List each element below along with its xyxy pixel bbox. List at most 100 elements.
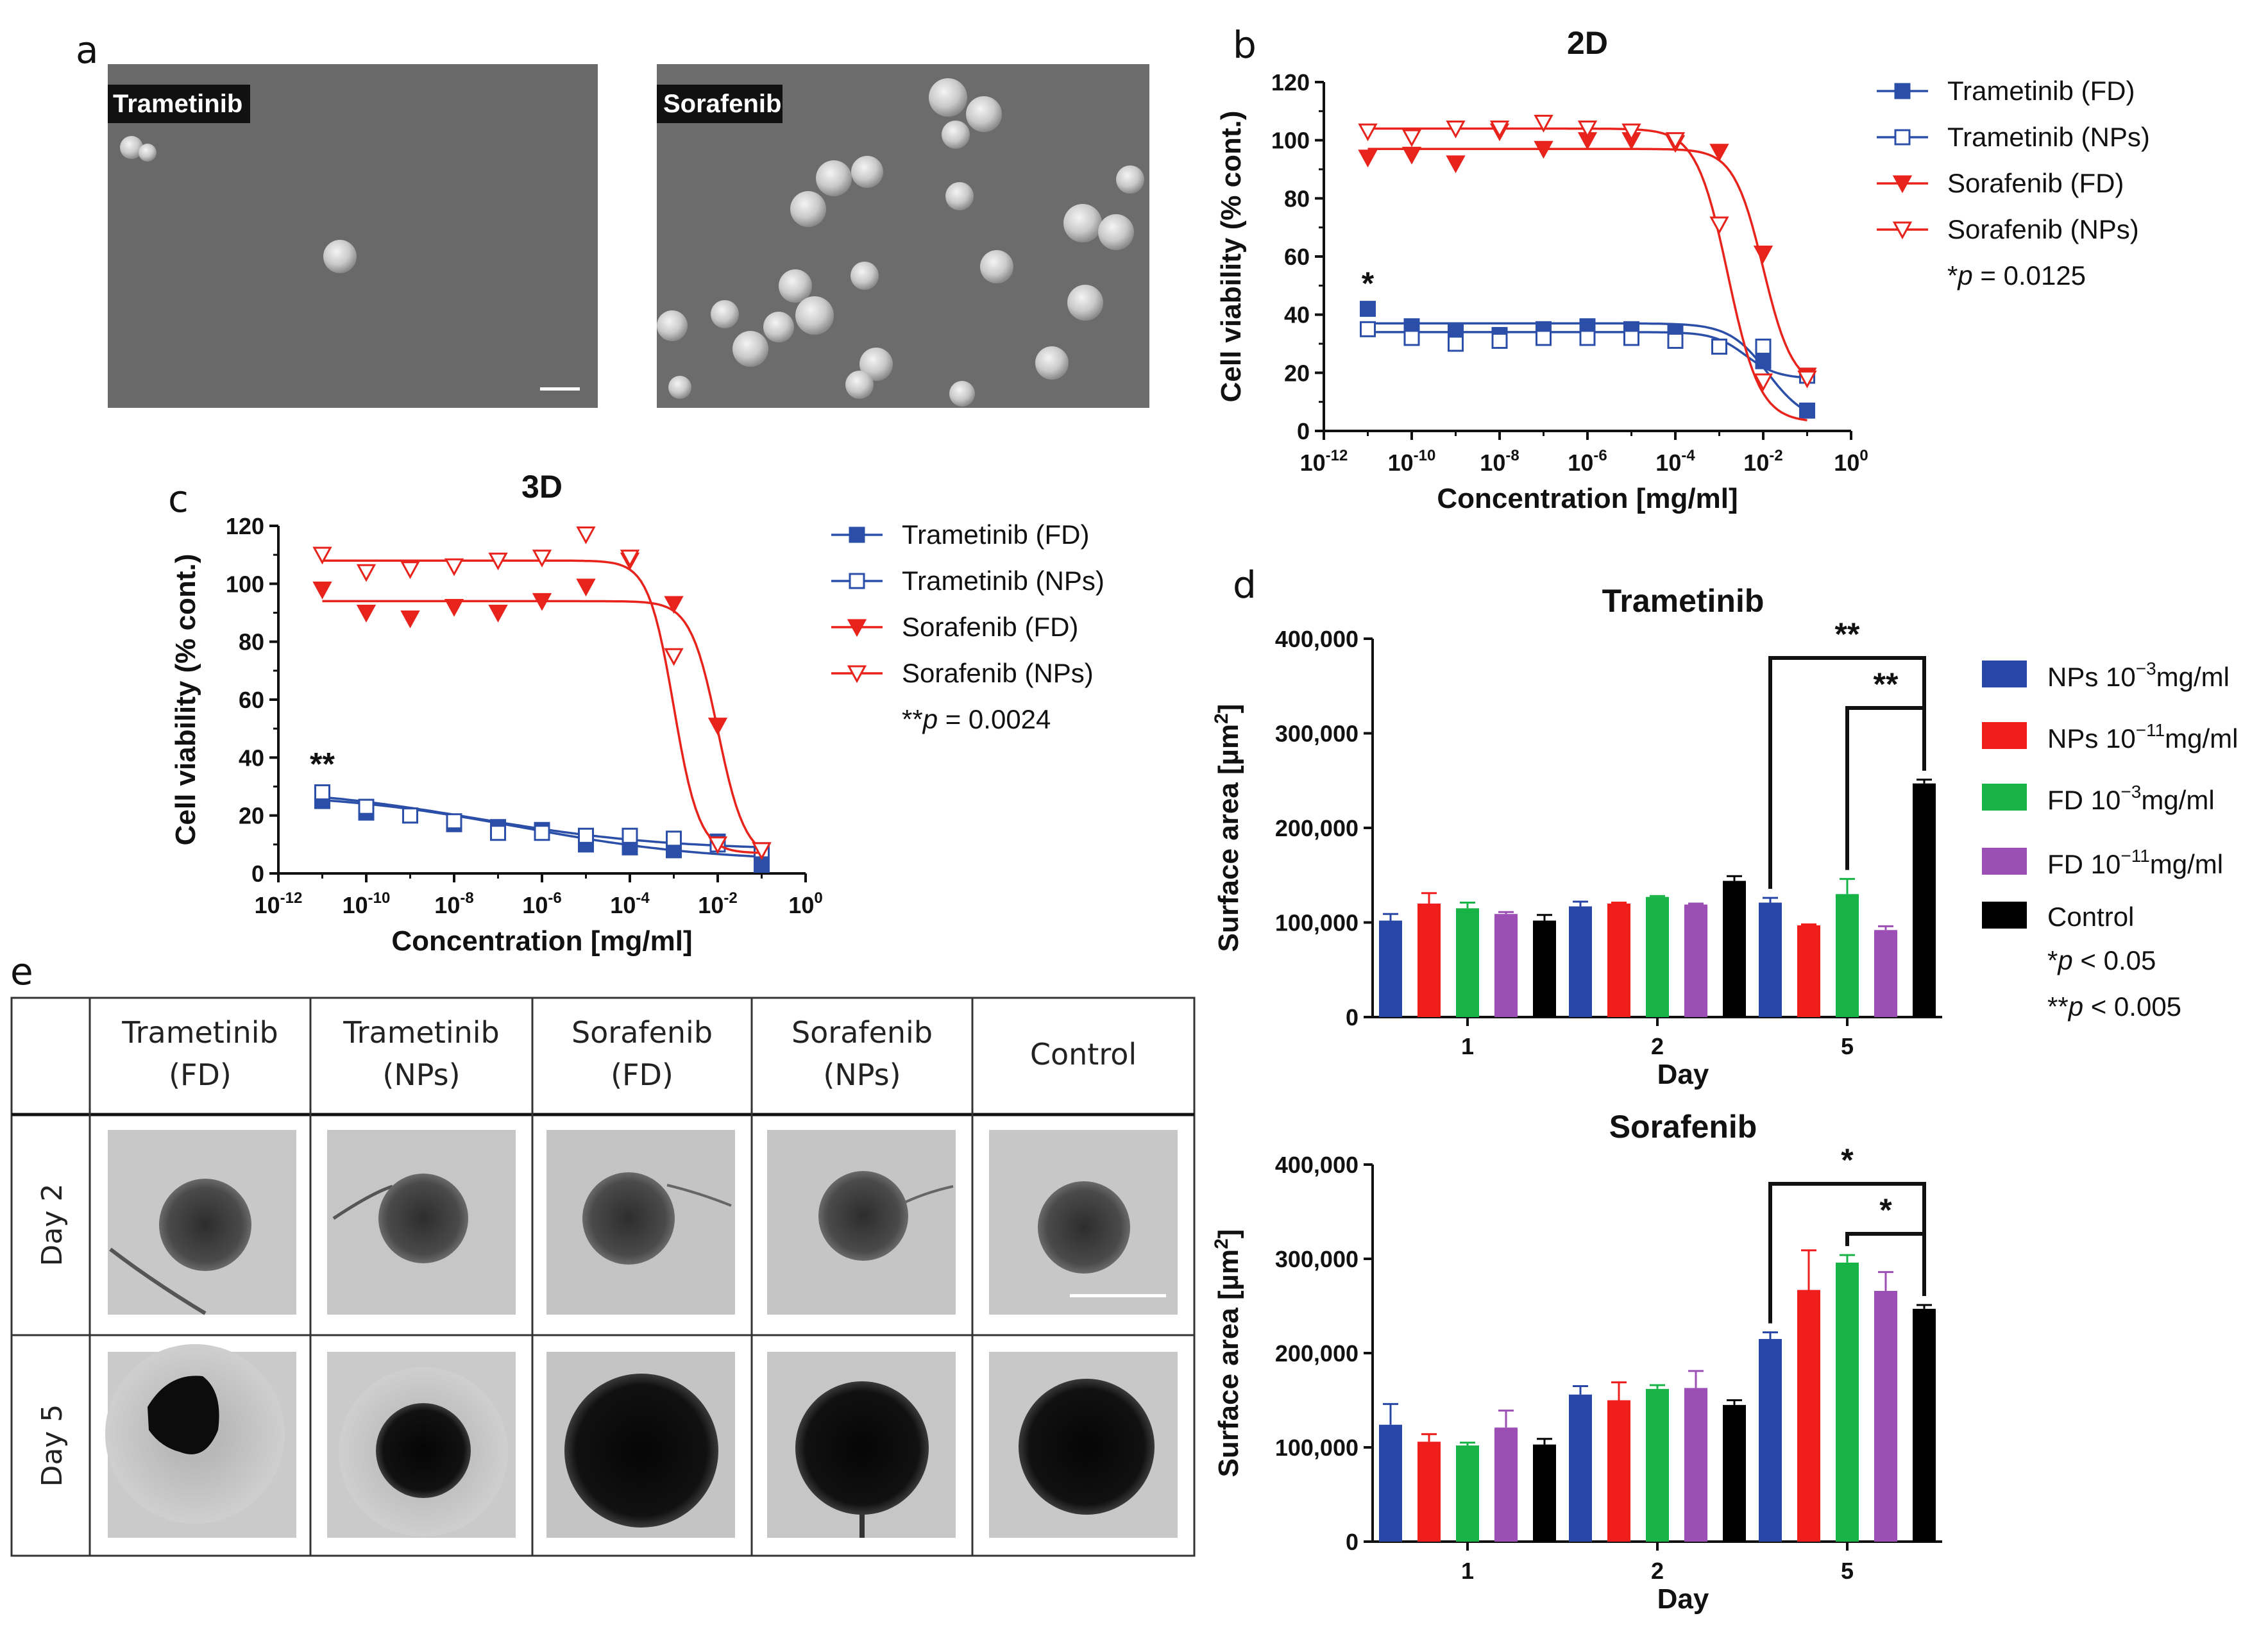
data-point [356, 564, 377, 582]
data-point [1446, 121, 1466, 139]
x-tick-label: 10-2 [698, 889, 737, 918]
data-point [1536, 330, 1552, 346]
data-point [1753, 245, 1773, 264]
series-2 [1456, 1254, 1859, 1542]
bar [1418, 904, 1441, 1017]
data-point [1446, 155, 1466, 174]
legend-swatch [1982, 848, 2027, 875]
chart-title: Trametinib [1602, 583, 1764, 619]
legend-marker [1894, 83, 1911, 99]
significance-marker: * [1841, 1142, 1854, 1178]
y-tick-label: 0 [251, 861, 264, 887]
legend-marker [1894, 129, 1911, 146]
x-tick-label: 10-4 [610, 889, 650, 918]
data-point [576, 578, 596, 597]
data-point [446, 813, 462, 830]
panel-letter-a: a [76, 28, 99, 72]
significance-bracket: ** [1845, 666, 1926, 870]
data-point [1358, 123, 1378, 142]
y-tick-label: 120 [1271, 69, 1310, 96]
legend-unit: mg/ml [2150, 849, 2223, 879]
bar [1607, 1400, 1630, 1542]
data-point [534, 825, 550, 841]
y-tick-label: 80 [239, 629, 264, 655]
series-0 [1379, 1331, 1782, 1542]
bar [1379, 920, 1402, 1017]
legend-label: Sorafenib (NPs) [902, 658, 1094, 688]
micrograph-day2-control [989, 1130, 1178, 1315]
significance-marker: ** [1874, 666, 1899, 702]
legend-swatch [1982, 722, 2027, 749]
data-point [1755, 339, 1772, 355]
data-point [1623, 330, 1639, 346]
y-tick-label: 40 [239, 745, 264, 771]
data-point [620, 550, 640, 568]
micrograph-day2-sorafenib-nps [767, 1130, 956, 1315]
data-point [1577, 121, 1598, 139]
legend-text: NPs 10 [2047, 662, 2136, 692]
data-point [444, 598, 464, 617]
series-0 [1379, 897, 1782, 1017]
x-tick-label: 10-4 [1655, 447, 1695, 476]
legend-item: Sorafenib (FD) [1877, 168, 2124, 198]
y-tick-label: 100,000 [1275, 910, 1358, 936]
micrograph-day5-sorafenib-nps [767, 1352, 956, 1538]
legend-sup: −11 [2136, 720, 2165, 740]
y-axis-label: Surface area [µm2] [1211, 1229, 1244, 1478]
data-point [400, 561, 420, 579]
bracket-line [1845, 1232, 1926, 1297]
legend-unit: mg/ml [2141, 785, 2214, 815]
sem-image-trametinib: Trametinib [108, 64, 598, 408]
bar [1874, 930, 1897, 1017]
data-point [1360, 301, 1376, 317]
bar [1874, 1290, 1897, 1542]
scale-bar [1070, 1294, 1166, 1297]
chart-c-3d-viability: 3D 0 20 40 60 80 100 120 10-12 10-10 10-8 10-6 10-4 1… [170, 469, 1104, 957]
y-tick-label: 300,000 [1275, 721, 1358, 747]
series-sorafenib-nps- [312, 526, 772, 861]
series-1 [1418, 1249, 1820, 1542]
legend-d-item-2: FD 10−3mg/ml [1982, 782, 2215, 815]
y-tick-label: 200,000 [1275, 1340, 1358, 1367]
y-tick-label: 60 [1284, 244, 1310, 270]
data-point [1403, 330, 1420, 346]
legend-marker [1892, 175, 1913, 194]
legend-d-item-4: Control [1982, 902, 2134, 932]
data-point [356, 605, 377, 623]
x-axis-label: Day [1657, 1583, 1709, 1615]
data-point [444, 558, 464, 577]
data-point [1797, 370, 1817, 389]
data-point [664, 648, 684, 666]
bar [1684, 1388, 1707, 1542]
data-point [532, 593, 552, 611]
data-point [1401, 146, 1422, 165]
bar [1723, 1404, 1746, 1542]
row-label-day-5: Day 5 [36, 1404, 69, 1487]
legend-swatch [1982, 784, 2027, 811]
fit-curve [1367, 127, 1807, 422]
series-3 [1494, 902, 1897, 1017]
svg-text:NPs 10−3mg/ml: NPs 10−3mg/ml [2047, 659, 2230, 692]
column-header-4-line-1: Sorafenib [791, 1015, 933, 1050]
y-tick-label: 20 [239, 803, 264, 829]
significance-marker: ** [1835, 616, 1860, 652]
x-axis-label: Concentration [mg/ml] [1437, 483, 1738, 514]
legend-swatch [1982, 661, 2027, 687]
legend-marker [847, 619, 867, 637]
bar [1759, 1338, 1782, 1542]
bar [1607, 904, 1630, 1017]
data-point [578, 827, 594, 844]
legend-sup: −3 [2136, 659, 2156, 678]
data-point [488, 552, 508, 571]
micrograph-day2-sorafenib-fd [546, 1130, 735, 1315]
bar [1494, 914, 1518, 1017]
legend-item: Trametinib (NPs) [1877, 122, 2150, 152]
legend-label: Trametinib (NPs) [1947, 122, 2150, 152]
y-tick-label: 0 [1346, 1529, 1358, 1555]
bar [1646, 897, 1669, 1017]
spheroid-table: Trametinib (FD) Trametinib (NPs) Sorafen… [10, 997, 1196, 1557]
x-tick-label: 2 [1651, 1558, 1664, 1584]
data-point [1448, 335, 1464, 352]
data-point [622, 827, 638, 844]
bar [1684, 904, 1707, 1017]
